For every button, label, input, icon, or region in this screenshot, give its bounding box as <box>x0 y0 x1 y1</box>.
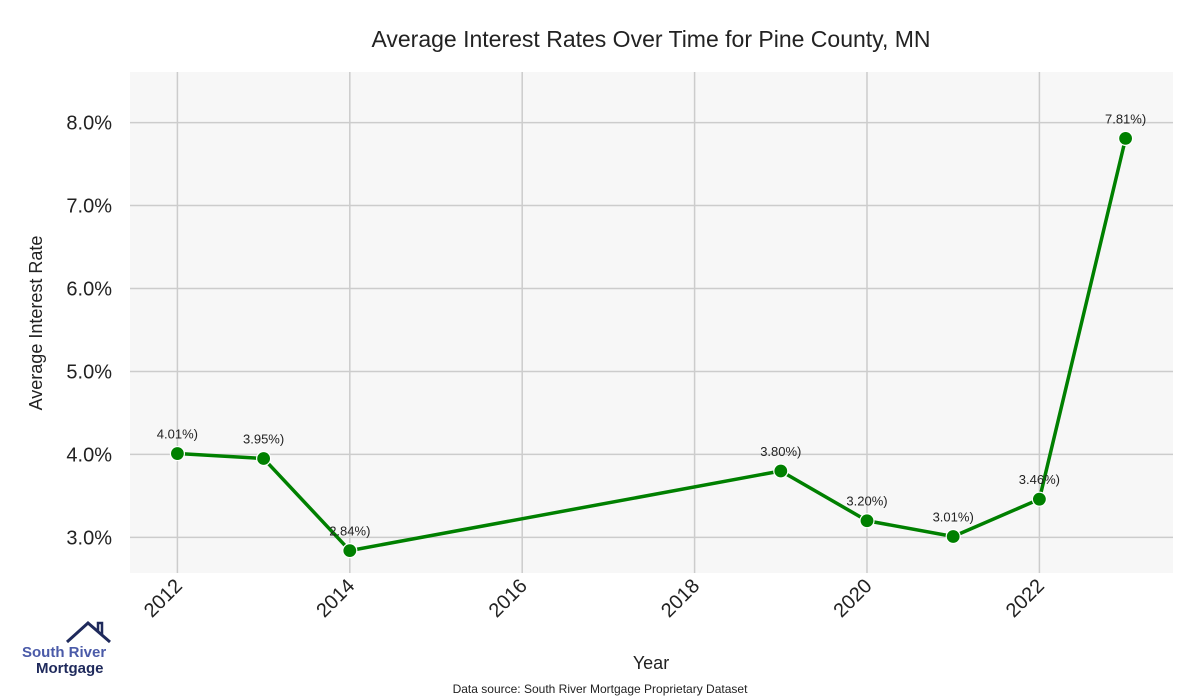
x-tick-label: 2014 <box>312 575 359 622</box>
data-label: 7.81%) <box>1105 111 1146 126</box>
data-point <box>859 513 875 529</box>
y-tick-label: 6.0% <box>66 278 112 300</box>
y-tick-label: 5.0% <box>66 361 112 383</box>
y-axis-label: Average Interest Rate <box>26 236 46 411</box>
x-tick-label: 2020 <box>830 575 877 622</box>
plot-area <box>130 72 1173 573</box>
x-tick-label: 2018 <box>657 575 704 622</box>
south-river-mortgage-logo: South River Mortgage <box>22 620 114 680</box>
x-axis-label: Year <box>633 653 669 673</box>
data-label: 3.80%) <box>760 444 801 459</box>
data-point <box>773 463 789 479</box>
data-source-note: Data source: South River Mortgage Propri… <box>453 682 748 696</box>
data-point <box>945 528 961 545</box>
logo-line-2: Mortgage <box>36 660 104 677</box>
data-point <box>169 445 186 462</box>
y-tick-label: 3.0% <box>66 527 112 549</box>
x-tick-label: 2022 <box>1002 575 1049 622</box>
x-tick-label: 2016 <box>485 575 532 622</box>
data-point <box>342 543 358 559</box>
data-label: 3.46%) <box>1019 472 1060 487</box>
data-label: 3.95%) <box>243 432 284 447</box>
y-tick-label: 4.0% <box>66 444 112 466</box>
data-point <box>1117 130 1134 146</box>
x-tick-label: 2012 <box>140 575 187 622</box>
house-icon <box>65 620 111 644</box>
data-label: 3.20%) <box>846 494 887 509</box>
data-label: 3.01%) <box>933 510 974 525</box>
data-label: 2.84%) <box>329 524 370 539</box>
series-line <box>177 137 1128 553</box>
y-tick-label: 7.0% <box>66 196 112 218</box>
data-point <box>1031 491 1047 507</box>
chart-title: Average Interest Rates Over Time for Pin… <box>371 26 930 52</box>
logo-line-1: South River <box>22 644 107 661</box>
data-point <box>256 450 272 467</box>
y-tick-label: 8.0% <box>66 113 112 135</box>
data-label: 4.01%) <box>157 427 198 442</box>
